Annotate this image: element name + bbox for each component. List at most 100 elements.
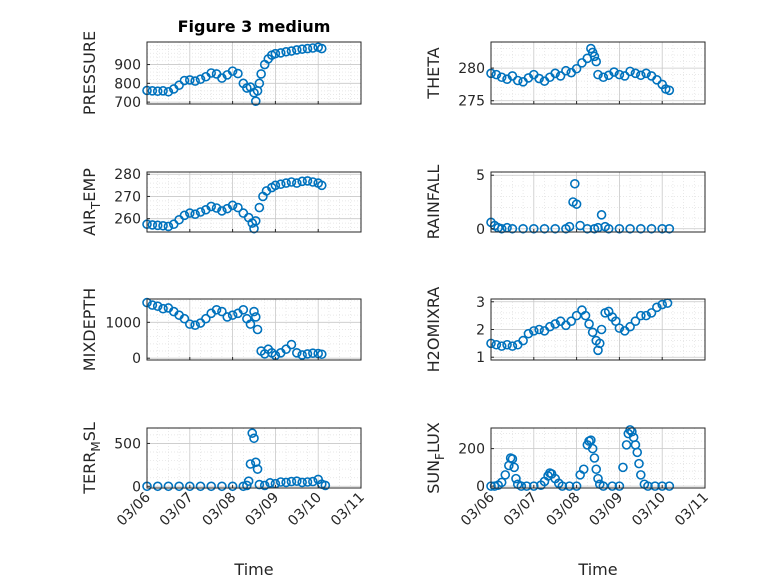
data-point [152, 220, 163, 231]
data-point [598, 481, 609, 491]
data-point [566, 316, 577, 326]
data-point [302, 176, 313, 186]
data-point [179, 210, 190, 221]
x-tick-label: 03/09 [586, 490, 626, 530]
data-point [242, 480, 252, 491]
data-point [217, 481, 227, 492]
data-point [512, 75, 523, 86]
data-point [518, 335, 528, 346]
data-point [238, 304, 249, 315]
data-point [302, 477, 313, 487]
data-series [486, 43, 675, 96]
data-point [589, 51, 600, 62]
data-point [609, 67, 619, 77]
data-point [316, 349, 327, 360]
data-point [657, 223, 668, 234]
data-point [584, 319, 594, 329]
data-point [211, 203, 222, 213]
data-point [534, 324, 544, 335]
data-point [582, 223, 593, 234]
x-tick-label: 03/08 [200, 490, 240, 530]
data-point [593, 473, 603, 484]
data-point [185, 208, 195, 218]
data-point [297, 44, 307, 54]
data-point [308, 177, 318, 187]
data-point [281, 477, 291, 488]
data-point [657, 299, 668, 310]
y-axis-label: RAINFALL [424, 165, 443, 240]
data-point [254, 479, 265, 490]
data-point [179, 75, 190, 86]
data-point [650, 481, 660, 491]
data-point [320, 480, 331, 491]
axes-box [490, 41, 706, 105]
data-series [486, 178, 675, 234]
data-point [206, 201, 216, 212]
data-point [591, 56, 602, 67]
data-point [491, 339, 502, 350]
y-tick-label: 1000 [105, 315, 141, 331]
data-point [270, 180, 281, 191]
data-point [291, 45, 302, 55]
data-point [518, 223, 528, 234]
data-series [486, 425, 675, 491]
data-point [249, 306, 259, 317]
axes-box [146, 298, 362, 361]
data-point [227, 66, 238, 76]
data-point [625, 66, 635, 77]
data-point [291, 348, 302, 358]
data-point [652, 302, 662, 313]
subplot-8: 0 200 03/06 03/07 03/08 03/09 03/10 03/11 SUNFLU… [424, 422, 712, 579]
data-point [664, 85, 675, 96]
data-point [297, 350, 307, 360]
data-point [147, 86, 158, 96]
y-tick-label: 5 [476, 168, 485, 184]
data-point [571, 63, 582, 74]
y-tick-label: 1 [476, 350, 485, 366]
data-point [233, 202, 243, 213]
data-point [275, 48, 286, 58]
data-point [614, 323, 625, 333]
data-point [281, 46, 291, 57]
data-point [614, 223, 625, 234]
data-point [598, 72, 609, 83]
data-point [158, 86, 168, 96]
data-point [587, 443, 598, 454]
data-point [502, 339, 512, 350]
x-tick-label: 03/11 [672, 490, 712, 530]
data-point [580, 310, 591, 321]
data-point [179, 313, 190, 324]
axes-box [146, 427, 362, 489]
data-point [185, 75, 195, 85]
data-point [634, 458, 644, 469]
data-series [142, 428, 331, 492]
axes-box [146, 171, 362, 233]
y-axis-label: AIRTEMP [80, 168, 103, 236]
x-tick-label: 03/10 [285, 490, 325, 530]
data-point [621, 440, 632, 450]
figure-title: Figure 3 medium [178, 17, 331, 36]
data-point [625, 321, 635, 332]
subplot-5: 0 1000 MIXDEPTH [80, 288, 362, 371]
data-point [281, 178, 291, 188]
y-tick-label: 280 [114, 167, 141, 183]
data-point [158, 303, 168, 314]
y-tick-label: 2 [476, 323, 485, 339]
y-tick-label: 800 [114, 76, 141, 92]
data-point [539, 223, 550, 234]
data-point [250, 312, 261, 322]
data-point [206, 68, 216, 78]
data-point [587, 327, 598, 338]
data-point [174, 481, 184, 492]
data-point [496, 341, 507, 351]
data-point [286, 476, 297, 487]
data-point [152, 481, 163, 492]
y-tick-label: 0 [476, 222, 485, 238]
data-point [206, 481, 216, 492]
data-point [254, 78, 265, 89]
data-point [152, 301, 163, 311]
data-point [227, 310, 238, 320]
data-point [211, 304, 222, 315]
x-tick-label: 03/06 [458, 489, 498, 529]
data-point [625, 223, 635, 234]
